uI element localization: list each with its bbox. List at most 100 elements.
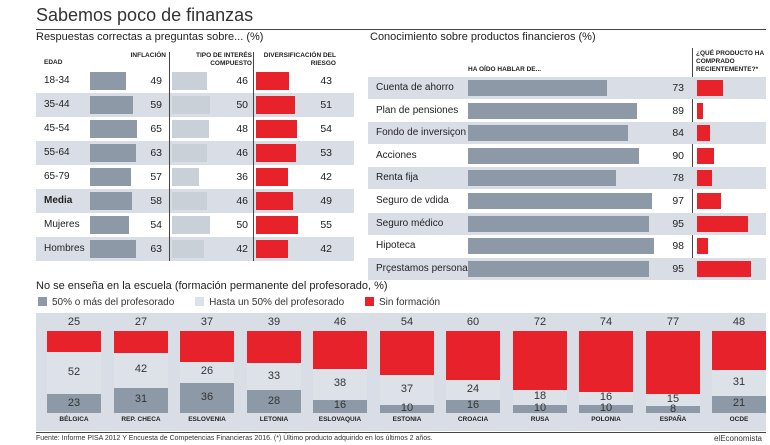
data-label: 54 bbox=[150, 219, 162, 231]
data-label-sin-formacion: 27 bbox=[134, 316, 148, 328]
segment-50-o-mas bbox=[446, 399, 500, 413]
bar bbox=[468, 170, 616, 186]
chart1-row-header: EDAD bbox=[44, 59, 63, 66]
data-label: 89 bbox=[672, 105, 684, 117]
bar bbox=[697, 80, 723, 96]
row-label: Fondo de inversiçon bbox=[376, 127, 467, 138]
bar bbox=[697, 193, 721, 209]
data-label-sin-formacion: 25 bbox=[67, 316, 81, 328]
table-row: Plan de pensiones bbox=[368, 100, 766, 122]
bar bbox=[468, 103, 637, 119]
data-label-50-o-mas: 16 bbox=[466, 399, 480, 412]
stacked-bar bbox=[47, 331, 101, 413]
data-label: 42 bbox=[320, 171, 332, 183]
data-label-sin-formacion: 39 bbox=[267, 316, 281, 328]
bar bbox=[468, 148, 639, 164]
legend-item: Hasta un 50% del profesorado bbox=[195, 297, 344, 308]
bar bbox=[172, 72, 207, 90]
data-label-sin-formacion: 74 bbox=[599, 316, 613, 328]
data-label: 55 bbox=[320, 219, 332, 231]
data-label-hasta-50: 37 bbox=[400, 382, 414, 395]
bar bbox=[468, 193, 652, 209]
segment-50-o-mas bbox=[47, 394, 101, 413]
data-label: 65 bbox=[150, 123, 162, 135]
country-label: OCDE bbox=[729, 416, 749, 423]
chart2-series-0-label: HA OÍDO HABLAR DE... bbox=[468, 66, 542, 73]
country-label: ESLOVENIA bbox=[188, 416, 226, 423]
segment-hasta-50 bbox=[180, 361, 234, 384]
data-label-hasta-50: 33 bbox=[267, 369, 281, 382]
data-label: 63 bbox=[150, 147, 162, 159]
segment-50-o-mas bbox=[313, 399, 367, 413]
row-label: Mujeres bbox=[44, 219, 80, 230]
stacked-bar bbox=[446, 331, 500, 413]
bar bbox=[256, 120, 297, 138]
table-row: Hipoteca bbox=[368, 235, 766, 257]
country-label: BÉLGICA bbox=[59, 416, 89, 423]
segment-hasta-50 bbox=[646, 394, 700, 407]
segment-50-o-mas bbox=[712, 395, 766, 413]
country-label: ESLOVAQUIA bbox=[318, 416, 362, 423]
row-label: Hipoteca bbox=[376, 240, 416, 251]
chart1-series-0-label: INFLACIÓN bbox=[130, 52, 166, 59]
row-label: 55-64 bbox=[44, 147, 70, 158]
bar bbox=[697, 261, 751, 277]
stacked-bar bbox=[247, 331, 301, 413]
legend-label: 50% o más del profesorado bbox=[52, 297, 175, 308]
bar bbox=[697, 216, 748, 232]
segment-50-o-mas bbox=[114, 387, 168, 413]
data-label: 11 bbox=[763, 195, 770, 207]
row-label: Media bbox=[44, 195, 73, 206]
column-divider bbox=[253, 52, 254, 261]
segment-sin-formacion bbox=[180, 331, 234, 362]
row-label: Renta fija bbox=[376, 172, 419, 183]
bar bbox=[172, 192, 207, 210]
segment-hasta-50 bbox=[47, 351, 101, 395]
segment-sin-formacion bbox=[513, 331, 567, 391]
data-label: 49 bbox=[320, 195, 332, 207]
bar bbox=[697, 238, 708, 254]
bar bbox=[468, 238, 654, 254]
data-label: 3 bbox=[763, 105, 770, 117]
legend-swatch-red bbox=[364, 297, 374, 306]
segment-50-o-mas bbox=[513, 404, 567, 413]
table-row: Mujeres bbox=[36, 213, 354, 237]
segment-hasta-50 bbox=[446, 380, 500, 400]
data-label: 98 bbox=[672, 240, 684, 252]
segment-sin-formacion bbox=[247, 331, 301, 363]
country-label: LETONIA bbox=[259, 416, 289, 423]
segment-hasta-50 bbox=[247, 362, 301, 391]
data-label: 50 bbox=[236, 99, 248, 111]
data-label: 50 bbox=[236, 219, 248, 231]
row-label: 65-79 bbox=[44, 171, 70, 182]
country-label: CROACIA bbox=[457, 416, 489, 423]
bar bbox=[256, 216, 298, 234]
data-label-hasta-50: 26 bbox=[200, 365, 214, 378]
data-label-hasta-50: 38 bbox=[333, 377, 347, 390]
row-label: Hombres bbox=[44, 243, 85, 254]
segment-50-o-mas bbox=[579, 404, 633, 413]
data-label-hasta-50: 31 bbox=[732, 376, 746, 389]
data-label-sin-formacion: 54 bbox=[400, 316, 414, 328]
segment-sin-formacion bbox=[313, 331, 367, 369]
chart1-series-2-label: DIVERSIFICACIÓN DEL RIESGO bbox=[263, 52, 336, 67]
row-label: Prçestamos persona bbox=[376, 263, 468, 274]
table-row: 65-79 bbox=[36, 165, 354, 189]
row-label: Seguro de vdida bbox=[376, 195, 449, 206]
column-divider bbox=[692, 48, 693, 281]
data-label-50-o-mas: 10 bbox=[533, 401, 547, 414]
segment-hasta-50 bbox=[513, 390, 567, 405]
data-label-hasta-50: 52 bbox=[67, 365, 81, 378]
segment-sin-formacion bbox=[47, 331, 101, 352]
data-label: 8 bbox=[763, 150, 770, 162]
segment-hasta-50 bbox=[579, 391, 633, 405]
data-label-50-o-mas: 8 bbox=[669, 402, 677, 415]
data-label: 46 bbox=[236, 195, 248, 207]
segment-50-o-mas bbox=[646, 406, 700, 413]
country-label: REP. CHECA bbox=[121, 416, 161, 423]
legend-label: Hasta un 50% del profesorado bbox=[209, 297, 345, 308]
country-label: POLONIA bbox=[591, 416, 621, 423]
bar bbox=[90, 120, 137, 138]
data-label-sin-formacion: 60 bbox=[466, 316, 480, 328]
chart2-series-1-label: ¿QUÉ PRODUCTO HA COMPRADO RECIENTEMENTE?… bbox=[696, 50, 764, 73]
